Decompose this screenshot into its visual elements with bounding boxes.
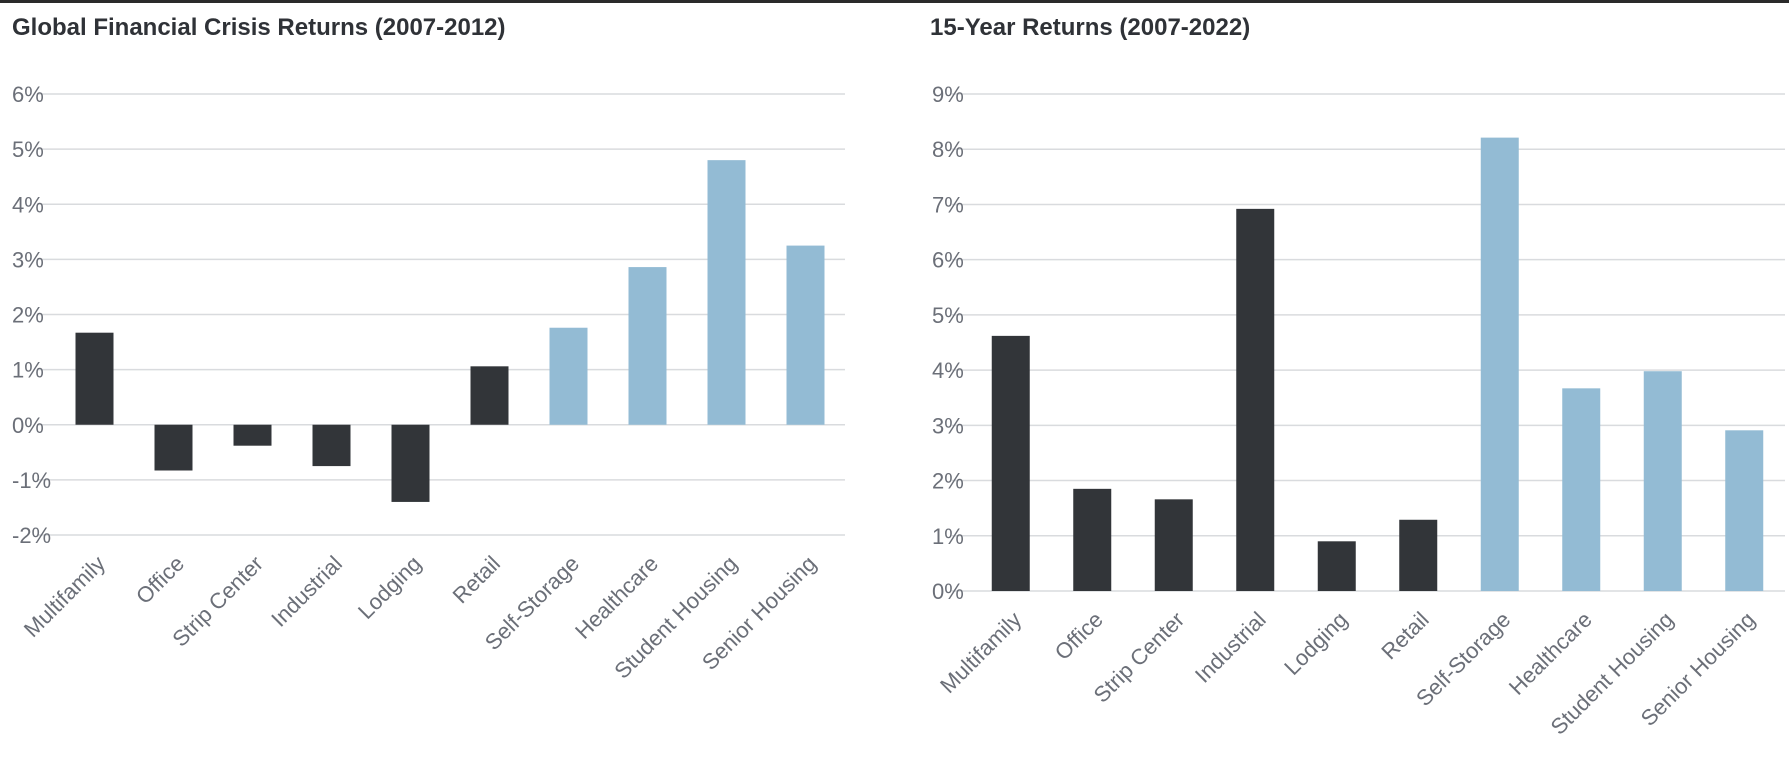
y-tick-label: 4% — [12, 192, 44, 217]
bar-self-storage — [1480, 137, 1519, 591]
x-category-label: Office — [131, 551, 189, 609]
bar-student-housing — [707, 160, 746, 425]
bar-retail — [470, 366, 509, 425]
bar-lodging — [1317, 541, 1356, 591]
x-category-label: Lodging — [1279, 607, 1352, 680]
bar-healthcare — [1562, 388, 1601, 591]
fifteen-year-returns-bar-chart: 0%1%2%3%4%5%6%7%8%9%Multifamily OfficeStr… — [932, 82, 1785, 740]
y-tick-label: 2% — [932, 469, 964, 494]
x-category-label: Multifamily — [19, 551, 110, 642]
chart-title: Global Financial Crisis Returns (2007-20… — [12, 14, 506, 41]
y-tick-label: 1% — [12, 358, 44, 383]
bar-lodging — [391, 424, 430, 502]
y-tick-label: 9% — [932, 82, 964, 107]
y-tick-label: 6% — [932, 248, 964, 273]
y-tick-label: -1% — [12, 468, 51, 493]
bar-self-storage — [549, 327, 588, 425]
y-tick-label: 3% — [932, 413, 964, 438]
y-tick-label: 2% — [12, 303, 44, 328]
bar-strip-center — [1154, 499, 1193, 591]
y-tick-label: 3% — [12, 247, 44, 272]
y-tick-label: 0% — [12, 413, 44, 438]
bar-senior-housing — [786, 245, 825, 425]
bar-office — [154, 424, 193, 471]
bar-industrial — [1236, 208, 1275, 591]
bar-multifamily — [991, 335, 1030, 591]
x-category-label: Retail — [448, 551, 505, 608]
x-category-label: Retail — [1376, 607, 1433, 664]
y-tick-label: 5% — [932, 303, 964, 328]
y-tick-label: -2% — [12, 523, 51, 548]
bar-student-housing — [1643, 371, 1682, 591]
bar-strip-center — [233, 424, 272, 446]
bar-healthcare — [628, 267, 667, 425]
y-tick-label: 4% — [932, 358, 964, 383]
x-category-label: Industrial — [266, 551, 347, 632]
bar-multifamily — [75, 332, 114, 425]
gfc-returns-bar-chart: -2%-1%0%1%2%3%4%5%6%Multifamily OfficeStr… — [12, 82, 845, 684]
top-divider-line — [0, 0, 1789, 3]
y-tick-label: 6% — [12, 82, 44, 107]
bar-office — [1073, 488, 1112, 591]
x-category-label: Industrial — [1190, 607, 1271, 688]
bar-industrial — [312, 424, 351, 467]
x-category-label: Multifamily — [935, 607, 1026, 698]
bar-retail — [1399, 519, 1438, 591]
x-category-label: Office — [1050, 607, 1108, 665]
y-tick-label: 5% — [12, 137, 44, 162]
y-tick-label: 0% — [932, 579, 964, 604]
y-tick-label: 7% — [932, 192, 964, 217]
y-tick-label: 8% — [932, 137, 964, 162]
chart-title: 15-Year Returns (2007-2022) — [930, 14, 1251, 41]
x-category-label: Lodging — [353, 551, 426, 624]
bar-senior-housing — [1725, 430, 1764, 591]
fifteen-year-returns-chart-panel: 15-Year Returns (2007-2022) 0% 1% 2% 3% 4% 5%… — [900, 0, 1789, 765]
gfc-returns-chart-panel: Global Financial Crisis Returns (2007-20… — [0, 0, 880, 765]
y-tick-label: 1% — [932, 524, 964, 549]
